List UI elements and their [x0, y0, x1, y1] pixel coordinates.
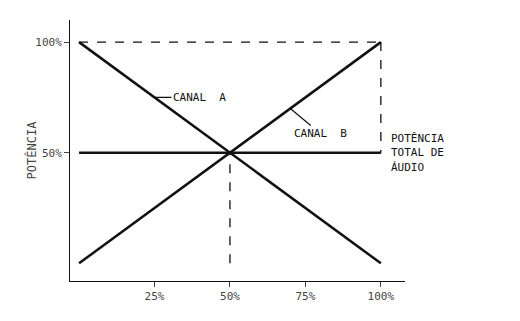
svg-text:75%: 75%	[295, 290, 315, 303]
svg-text:CANAL B: CANAL B	[294, 127, 347, 140]
svg-text:100%: 100%	[368, 290, 395, 303]
svg-text:POTÊNCIATOTAL DEÁUDIO: POTÊNCIATOTAL DEÁUDIO	[391, 132, 444, 174]
svg-text:POTÊNCIA: POTÊNCIA	[24, 121, 39, 180]
svg-text:CANAL A: CANAL A	[173, 91, 226, 104]
svg-text:25%: 25%	[145, 290, 165, 303]
svg-text:50%: 50%	[220, 290, 240, 303]
svg-text:50%: 50%	[42, 147, 62, 160]
svg-text:100%: 100%	[35, 36, 62, 49]
